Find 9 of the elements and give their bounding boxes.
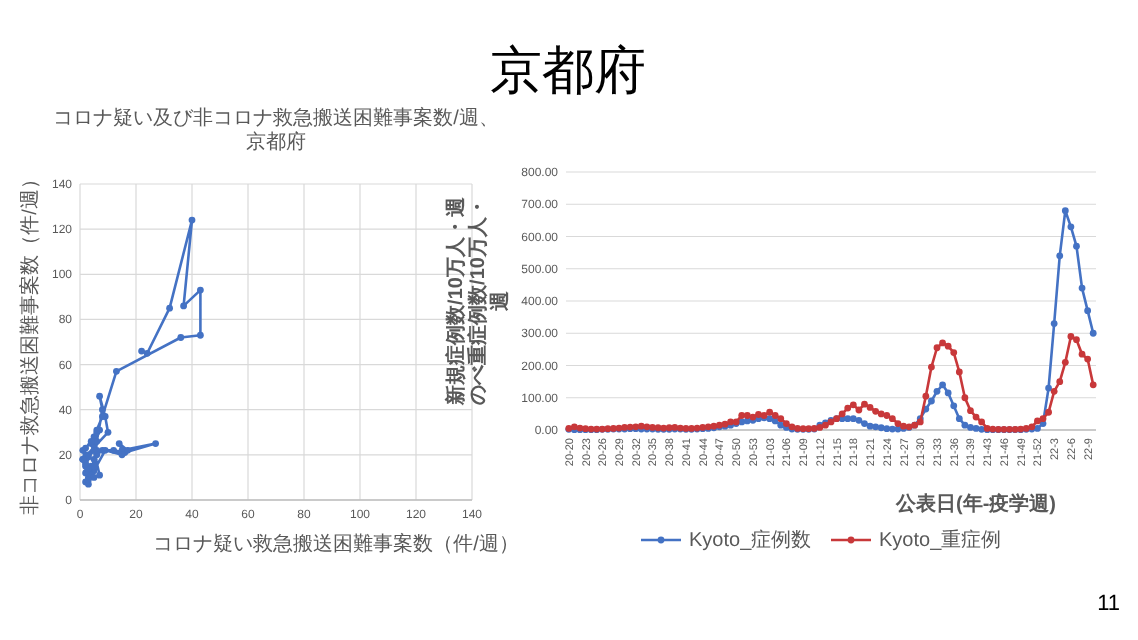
- text: 11: [1097, 592, 1120, 616]
- x-axis-title: コロナ疑い救急搬送困難事案数（件/週）: [153, 532, 519, 556]
- text: 京都府: [490, 40, 646, 100]
- y-axis-title: 非コロナ救急搬送困難事案数（件/週）: [18, 169, 42, 515]
- legend-label: Kyoto_重症例: [879, 528, 1002, 552]
- x-axis-title: 公表日(年-疫学週): [894, 492, 1056, 516]
- y-axis-title: 新規症例数/10万人・週のべ重症例数/10万人・週: [444, 195, 512, 407]
- legend-label: Kyoto_症例数: [689, 528, 812, 552]
- chart-title: コロナ疑い及び非コロナ救急搬送困難事案数/週、京都府: [53, 106, 499, 154]
